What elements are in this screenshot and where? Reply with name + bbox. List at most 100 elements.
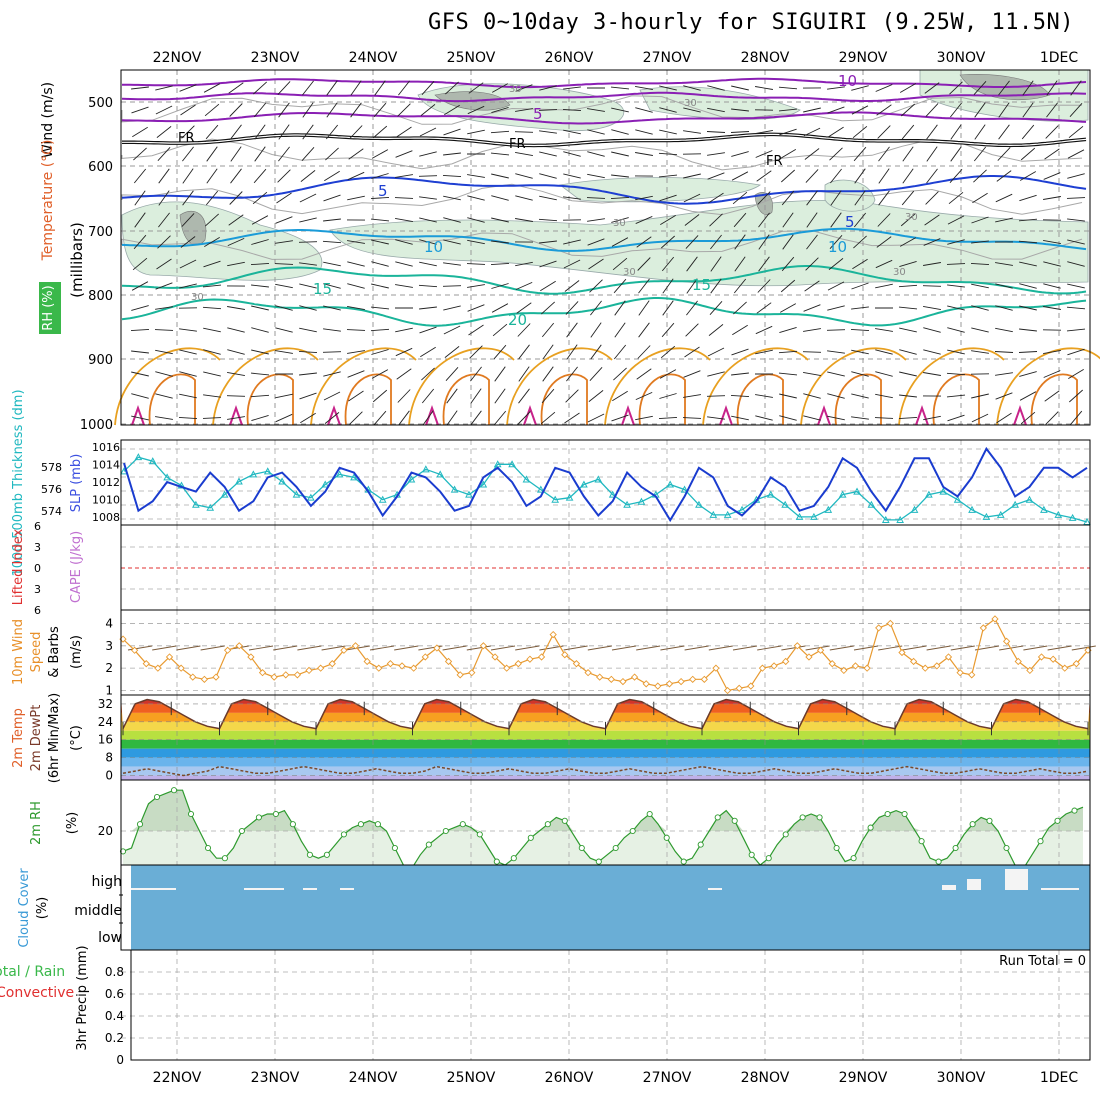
wind-barb [299, 283, 317, 289]
wind-barb [827, 86, 845, 90]
wind-barb [803, 127, 821, 137]
thickness-point [220, 490, 229, 498]
date-label-top: 23NOV [251, 50, 300, 66]
panel-frame [130, 949, 1091, 1061]
wind-barb [422, 410, 434, 426]
wind-barb [684, 645, 709, 651]
wind-barb [1019, 371, 1037, 377]
wind-barb [611, 414, 629, 422]
wind10m-point [1061, 664, 1069, 672]
wind-barb [539, 240, 557, 244]
wind-barb [251, 327, 269, 333]
high-cloud-bar [1041, 888, 1079, 890]
wind-barb [371, 261, 389, 267]
wind-barb [299, 372, 317, 376]
wind-barb [782, 212, 794, 228]
wind10m-point [968, 671, 976, 679]
wind-barb [709, 300, 723, 316]
rh2m-point [714, 814, 721, 821]
wind-barb [757, 191, 771, 205]
wind-barb [275, 240, 293, 244]
rh2m-point [782, 831, 789, 838]
temp-contour-25 [212, 347, 319, 426]
temp-contour-20 [121, 297, 1087, 327]
wind-barb [971, 350, 989, 354]
wind-barb [950, 102, 962, 118]
wind-barb [635, 415, 653, 421]
y-tick-label: 1014 [92, 459, 120, 472]
wind-barb [877, 213, 891, 227]
wind-barb [443, 262, 461, 266]
wind-barb [803, 107, 821, 113]
wind-barb [515, 218, 533, 222]
wind10m-point [444, 657, 453, 666]
wind-barb [611, 129, 629, 135]
wind-barb [947, 239, 965, 245]
wind-barb [854, 190, 866, 206]
wind-barb [635, 129, 653, 135]
wind10m-point [828, 660, 836, 668]
thickness-point [163, 473, 171, 481]
wind-barb [587, 108, 605, 112]
wind-barb [467, 195, 485, 201]
wind-barb [1043, 261, 1061, 267]
wind-barb [227, 349, 245, 355]
thickness-point [1054, 510, 1063, 518]
thickness-point [465, 490, 473, 498]
wind-barb [470, 366, 482, 382]
wind-barb [419, 326, 437, 334]
wind-barb [251, 349, 269, 355]
cloud-area [131, 865, 1090, 950]
wind-barb [779, 149, 797, 159]
wind-barb [971, 413, 989, 423]
wind-barb [588, 390, 604, 402]
wind-barb [277, 169, 291, 183]
wind-barb [179, 393, 197, 399]
wind10m-point [235, 642, 243, 650]
wind-barb [491, 283, 509, 289]
wind-barb [756, 170, 772, 182]
wind-barb [229, 103, 243, 117]
wind-barb [158, 190, 170, 206]
wind-barb [540, 280, 556, 292]
wind-barb [995, 327, 1013, 333]
wind-barb [203, 349, 221, 355]
wind-barb [902, 645, 927, 651]
rh2m-point [816, 814, 823, 821]
wind-barb [684, 346, 700, 358]
ylabel-temp: Temperature (°C) [40, 140, 56, 262]
rh2m-point [527, 834, 534, 841]
wind-barb [155, 105, 173, 115]
wind-barb [563, 151, 581, 157]
wind-barb [731, 151, 749, 157]
wind-barb [1043, 239, 1061, 245]
wind-barb [397, 103, 411, 117]
wind-barb [250, 262, 270, 266]
rh-contour [121, 138, 1083, 171]
wind-barb [230, 146, 242, 162]
ylabel-precip-total: Total / Rain [0, 964, 65, 980]
panel-frame [120, 439, 1091, 526]
rh2m-point [374, 821, 381, 828]
rh2m-point [1054, 817, 1061, 824]
wind-barb [682, 417, 702, 419]
wind-barb [1067, 218, 1085, 222]
wind10m-point [607, 675, 615, 683]
wind-barb [348, 390, 364, 402]
wind-barb [179, 259, 197, 269]
wind-barb [394, 645, 419, 651]
wind-barb [394, 197, 414, 199]
wind-barb [442, 174, 462, 178]
wind-barb [635, 215, 653, 225]
wind-barb [758, 234, 770, 250]
wind-barb [1019, 194, 1037, 202]
wind-barb [467, 129, 485, 135]
wind-barb [1067, 239, 1085, 245]
wind10m-point [503, 664, 511, 672]
date-label-bottom: 24NOV [349, 1070, 398, 1086]
wind10m-point [747, 682, 755, 690]
rh2m-point [697, 841, 704, 848]
wind-barb [275, 393, 293, 399]
wind-barb [635, 152, 653, 156]
wind-barb [778, 372, 798, 376]
